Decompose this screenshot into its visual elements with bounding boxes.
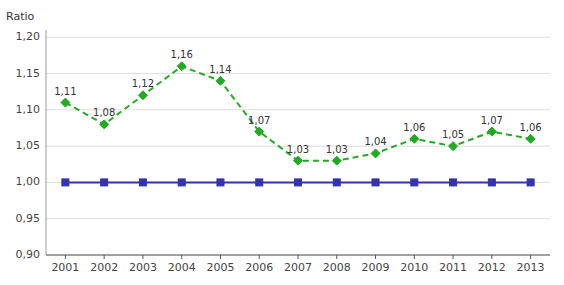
x-tick [414, 255, 415, 259]
x-tick-label: 2011 [439, 261, 467, 274]
point [217, 179, 224, 186]
x-tick [336, 255, 337, 259]
x-tick [65, 255, 66, 259]
data-label: 1,06 [519, 122, 541, 133]
point [449, 142, 458, 151]
x-tick-label: 2008 [323, 261, 351, 274]
point [177, 62, 186, 71]
data-label: 1,12 [132, 78, 154, 89]
point [488, 179, 495, 186]
x-tick [375, 255, 376, 259]
grid-line [46, 37, 550, 38]
point [256, 179, 263, 186]
x-tick-label: 2012 [478, 261, 506, 274]
point [410, 134, 419, 143]
x-tick [142, 255, 143, 259]
data-label: 1,08 [93, 107, 115, 118]
x-tick-label: 2006 [245, 261, 273, 274]
y-axis-line [46, 30, 47, 255]
x-tick [259, 255, 260, 259]
point [450, 179, 457, 186]
point [100, 120, 109, 129]
point [332, 156, 341, 165]
point [178, 179, 185, 186]
series [62, 179, 534, 186]
point [138, 91, 147, 100]
y-tick-label: 1,05 [16, 139, 41, 152]
point [411, 179, 418, 186]
point [101, 179, 108, 186]
x-tick-label: 2003 [129, 261, 157, 274]
data-label: 1,03 [326, 144, 348, 155]
point [295, 179, 302, 186]
x-tick [181, 255, 182, 259]
point [294, 156, 303, 165]
y-tick-label: 1,20 [16, 30, 41, 43]
x-tick [453, 255, 454, 259]
point [61, 98, 70, 107]
data-label: 1,06 [403, 122, 425, 133]
data-label: 1,05 [442, 129, 464, 140]
grid-line [46, 109, 550, 110]
point [371, 149, 380, 158]
x-tick [530, 255, 531, 259]
point [333, 179, 340, 186]
point [527, 179, 534, 186]
x-tick [104, 255, 105, 259]
point [526, 134, 535, 143]
x-tick-label: 2009 [362, 261, 390, 274]
plot-data [61, 62, 535, 186]
grid-line [46, 73, 550, 74]
point [62, 179, 69, 186]
point [255, 127, 264, 136]
x-tick [220, 255, 221, 259]
grid-line [46, 218, 550, 219]
y-tick-label: 1,10 [16, 103, 41, 116]
data-label: 1,04 [364, 136, 386, 147]
point [139, 179, 146, 186]
data-label: 1,14 [209, 64, 231, 75]
data-label: 1,07 [248, 115, 270, 126]
data-labels: 1,11 1,08 1,12 1,16 1,14 1,07 1,03 1,03 1,04 1,06… [54, 49, 541, 154]
grid [46, 37, 550, 255]
x-tick-label: 2010 [400, 261, 428, 274]
y-tick-label: 0,90 [16, 248, 41, 261]
point [372, 179, 379, 186]
y-tick-label: 0,95 [16, 212, 41, 225]
series [61, 62, 535, 165]
point [216, 76, 225, 85]
y-tick-label: 1,00 [16, 175, 41, 188]
x-tick-label: 2001 [51, 261, 79, 274]
x-tick-label: 2013 [517, 261, 545, 274]
chart: 0,90 0,95 1,00 1,05 1,10 1,15 1,20 2001 2002 2003… [0, 0, 564, 285]
x-tick-label: 2007 [284, 261, 312, 274]
point [487, 127, 496, 136]
x-tick-label: 2004 [168, 261, 196, 274]
data-label: 1,07 [481, 115, 503, 126]
y-tick-label: 1,15 [16, 67, 41, 80]
data-label: 1,16 [171, 49, 193, 60]
data-label: 1,03 [287, 144, 309, 155]
x-tick [298, 255, 299, 259]
x-tick-label: 2005 [206, 261, 234, 274]
y-axis-label: Ratio [6, 10, 35, 23]
data-label: 1,11 [54, 86, 76, 97]
series-line [65, 66, 530, 160]
x-tick-label: 2002 [90, 261, 118, 274]
x-tick [491, 255, 492, 259]
